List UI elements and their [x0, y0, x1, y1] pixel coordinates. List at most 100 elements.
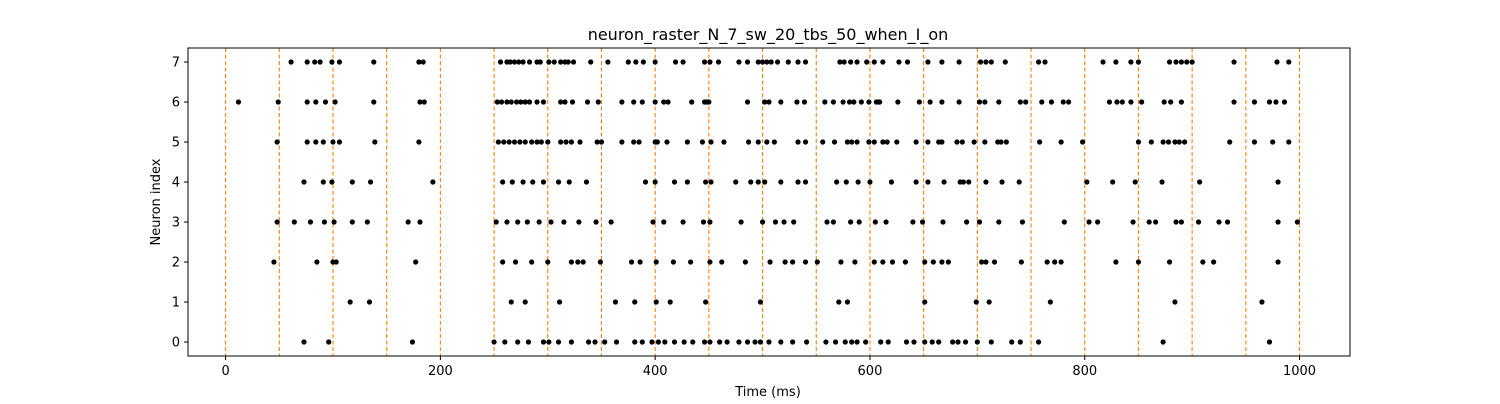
spike-n4-42 [1110, 179, 1116, 185]
spike-n6-60 [1039, 99, 1045, 105]
spike-n2-37 [983, 259, 989, 265]
spike-n3-1 [291, 219, 297, 225]
spike-n2-27 [852, 259, 858, 265]
spike-n7-67 [1166, 59, 1173, 65]
spike-n2-10 [575, 259, 581, 265]
spike-n2-25 [814, 259, 820, 265]
spike-n3-39 [976, 219, 983, 225]
spike-n4-23 [762, 179, 768, 185]
spike-n4-8 [520, 179, 526, 185]
spike-n6-33 [706, 99, 712, 105]
spike-n5-17 [545, 139, 551, 145]
spike-n2-44 [1135, 259, 1142, 265]
spike-n5-46 [871, 139, 877, 145]
spike-n0-23 [701, 339, 708, 345]
spike-n0-5 [515, 339, 521, 345]
spike-n4-26 [802, 179, 809, 185]
spike-n5-51 [925, 139, 931, 145]
spike-n5-66 [1160, 139, 1166, 145]
spike-n6-64 [1106, 99, 1113, 105]
x-axis-ticks: 0 200 400 600 800 1000 [221, 356, 1316, 379]
spike-n0-0 [301, 339, 307, 345]
spike-n2-7 [529, 259, 535, 265]
spike-n0-43 [903, 339, 910, 345]
spike-n5-34 [745, 139, 752, 145]
spike-n6-22 [584, 99, 591, 105]
spike-n0-6 [525, 339, 532, 345]
spike-n0-9 [555, 339, 562, 345]
spike-n2-33 [930, 259, 936, 265]
spike-n5-31 [699, 139, 706, 145]
spike-n4-2 [329, 179, 335, 185]
spike-n6-39 [801, 99, 808, 105]
spike-n7-57 [977, 59, 984, 65]
spike-n7-42 [785, 59, 791, 65]
spike-n3-28 [791, 219, 797, 225]
spike-n6-70 [1168, 99, 1174, 105]
spike-n6-7 [417, 99, 423, 105]
spike-n5-18 [558, 139, 564, 145]
spike-n4-12 [566, 179, 572, 185]
spike-n7-30 [672, 59, 679, 65]
x-tick-label-800: 800 [1072, 364, 1097, 379]
spike-n5-19 [563, 139, 569, 145]
spike-n6-3 [313, 99, 319, 105]
spike-n4-4 [367, 179, 374, 185]
spike-n5-60 [1003, 139, 1009, 145]
spike-n0-17 [649, 339, 655, 345]
spike-n4-3 [349, 179, 355, 185]
spike-n5-24 [619, 139, 625, 145]
spike-n7-58 [983, 59, 989, 65]
spike-n7-0 [288, 59, 294, 65]
spike-n0-28 [744, 339, 751, 345]
spike-n7-65 [1128, 59, 1134, 65]
spike-n0-21 [681, 339, 687, 345]
spike-n5-38 [795, 139, 801, 145]
spike-n6-0 [235, 99, 242, 105]
spike-n6-59 [1023, 99, 1029, 105]
spike-n2-16 [670, 259, 677, 265]
spike-n5-20 [568, 139, 574, 145]
spike-n4-27 [834, 179, 840, 185]
spike-n0-32 [778, 339, 784, 345]
spike-n7-36 [744, 59, 751, 65]
spike-n3-14 [548, 219, 554, 225]
spike-n2-6 [512, 259, 519, 265]
spike-n1-17 [1172, 299, 1178, 305]
spike-n6-50 [895, 99, 901, 105]
spike-n5-68 [1172, 139, 1178, 145]
spike-n4-17 [684, 179, 690, 185]
spike-n5-4 [330, 139, 336, 145]
spike-n3-3 [321, 219, 327, 225]
spike-n7-46 [841, 59, 847, 65]
spike-n0-36 [832, 339, 839, 345]
spike-n6-6 [371, 99, 377, 105]
spike-n2-15 [653, 259, 659, 265]
spike-n2-39 [1018, 259, 1024, 265]
spike-n4-32 [913, 179, 919, 185]
spike-n4-11 [555, 179, 562, 185]
spike-n6-56 [982, 99, 988, 105]
spike-n7-19 [551, 59, 557, 65]
spike-n7-48 [854, 59, 860, 65]
spike-n6-55 [976, 99, 983, 105]
spike-n4-6 [500, 179, 506, 185]
spike-n2-36 [979, 259, 985, 265]
spike-n5-35 [755, 139, 761, 145]
spike-n4-34 [941, 179, 947, 185]
spike-n7-37 [755, 59, 761, 65]
spike-n6-45 [858, 99, 864, 105]
spike-n7-44 [802, 59, 809, 65]
spike-n2-47 [1211, 259, 1217, 265]
spike-n2-3 [333, 259, 339, 265]
spike-n7-3 [317, 59, 323, 65]
spike-n5-9 [501, 139, 507, 145]
spike-n0-25 [716, 339, 723, 345]
spike-n0-50 [962, 339, 969, 345]
spike-n6-26 [639, 99, 645, 105]
spike-n4-39 [999, 179, 1005, 185]
chart-title: neuron_raster_N_7_sw_20_tbs_50_when_I_on [588, 25, 949, 45]
spike-n7-71 [1189, 59, 1195, 65]
spike-n4-22 [755, 179, 761, 185]
spike-n6-21 [569, 99, 576, 105]
